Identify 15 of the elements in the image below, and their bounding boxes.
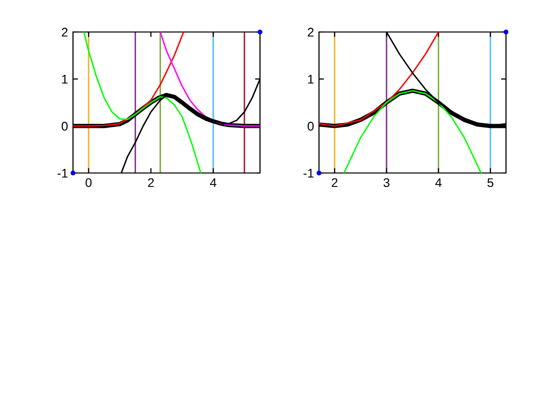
y-tick-label: 0 xyxy=(308,122,314,131)
x-tick-label: 3 xyxy=(384,178,390,188)
x-tick-label: 4 xyxy=(210,178,216,187)
y-tick-label: 1 xyxy=(308,74,314,84)
x-tick-label: 2 xyxy=(148,178,154,187)
y-tick-label: 2 xyxy=(308,28,314,37)
y-tick-label: 1 xyxy=(62,74,68,84)
x-tick-label: 5 xyxy=(487,178,494,188)
y-tick-label: -1 xyxy=(304,168,314,178)
x-tick-label: 0 xyxy=(86,178,92,188)
x-tick-label: 2 xyxy=(332,178,338,187)
y-tick-label: 2 xyxy=(62,28,68,37)
x-tick-label: 4 xyxy=(435,178,442,187)
y-tick-label: 0 xyxy=(62,122,68,131)
y-tick-label: -1 xyxy=(58,168,68,178)
